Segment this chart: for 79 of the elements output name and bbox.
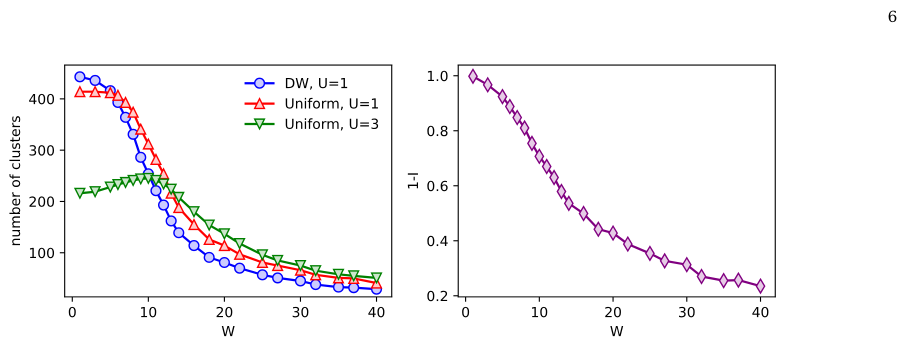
y-axis-title: number of clusters [9,116,20,246]
point [128,174,139,186]
point [90,186,101,198]
point [128,106,139,118]
point [272,254,284,266]
point [166,215,177,227]
y-tick-label: 0.2 [427,290,448,302]
point [150,185,162,196]
point [218,228,230,240]
point [218,256,230,268]
y-axis-title: 1-I [408,173,418,188]
point [104,182,116,193]
point [74,71,86,82]
point [120,96,132,108]
point [332,268,344,280]
x-tick-label: 0 [462,306,470,318]
point [234,262,246,274]
x-tick-label: 20 [605,306,621,318]
point [158,199,170,211]
point [166,184,177,195]
y-tick-label: 0.8 [427,126,448,136]
point [90,86,101,98]
y-tick-label: 1.0 [428,70,448,82]
y-tick-label: 100 [30,248,54,258]
x-tick-label: 30 [292,306,308,318]
point [158,178,170,190]
point [150,174,162,186]
point [234,248,246,260]
point [74,188,86,199]
x-tick-label: 30 [679,306,695,318]
point [370,272,382,284]
x-axis-title: W [222,326,235,336]
point [173,227,184,238]
point [128,128,139,140]
point [112,178,124,190]
legend-label: Uniform, U=1 [286,98,378,110]
point [272,272,284,284]
point [150,154,162,165]
point [173,202,184,214]
y-tick-label: 200 [29,196,54,207]
point [294,260,306,272]
point [135,124,146,135]
legend-label: DW, U=1 [286,78,348,90]
point [142,172,154,184]
point [204,252,215,263]
point [204,234,215,245]
y-tick-label: 0.4 [427,236,448,246]
point [218,240,230,252]
point [74,86,86,98]
point [135,152,146,163]
y-tick-label: 400 [29,94,54,104]
point [294,275,306,287]
point [90,74,101,86]
x-tick-label: 40 [752,306,768,318]
point [204,220,215,231]
point [188,240,200,252]
x-axis-title: W [610,326,624,336]
point [135,173,146,184]
point [173,192,184,203]
x-tick-label: 40 [368,306,384,318]
point [256,269,268,280]
point [256,249,268,260]
point [188,206,200,218]
point [142,138,154,150]
point [234,238,246,250]
point [120,176,132,188]
y-tick-label: 300 [30,145,54,156]
y-tick-label: 0.6 [427,180,448,192]
x-tick-label: 0 [68,306,76,318]
point [310,265,322,276]
x-tick-label: 10 [141,306,156,318]
x-tick-label: 10 [532,306,548,318]
point [310,279,322,290]
point [112,90,124,101]
point [188,218,200,230]
text: 6 [888,10,896,22]
legend-label: Uniform, U=3 [286,118,378,130]
point [348,270,360,282]
x-tick-label: 20 [216,306,232,318]
